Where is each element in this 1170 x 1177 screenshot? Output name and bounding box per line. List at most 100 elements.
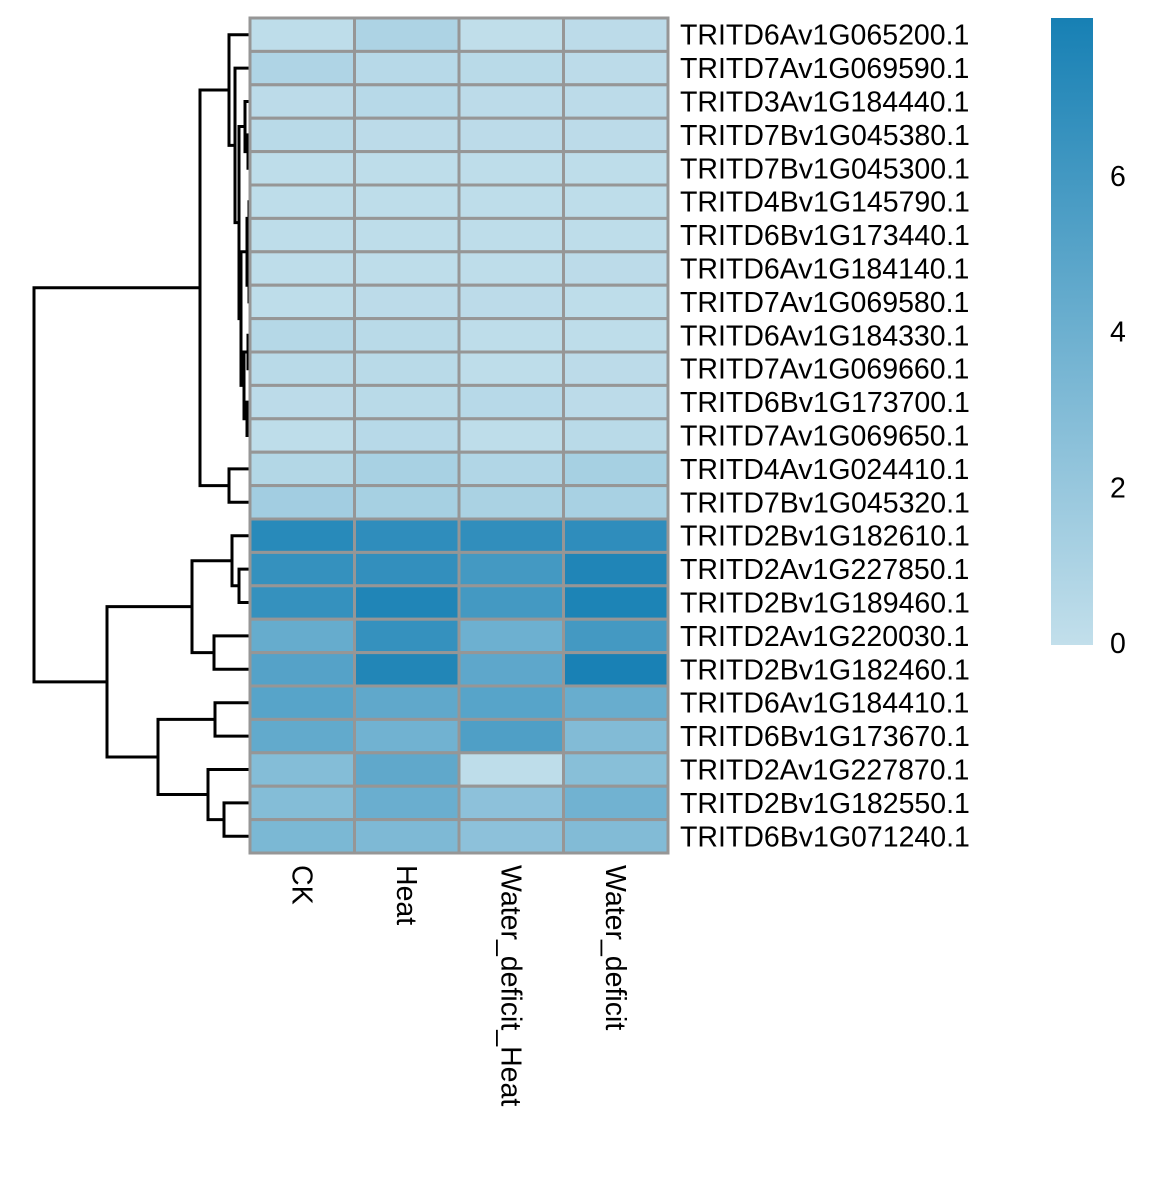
heatmap-cell [248,550,356,588]
heatmap-cell [457,49,565,87]
heatmap-cell [248,484,356,521]
heatmap-cell [353,584,461,621]
heatmap-cell [353,49,461,87]
heatmap-cell [562,651,670,688]
heatmap-cell [353,784,461,822]
heatmap-cell [248,16,356,53]
heatmap-cell [353,83,461,120]
heatmap-cell [562,150,670,187]
legend-tick-label: 0 [1110,628,1126,660]
row-label: TRITD2Av1G227850.1 [680,554,969,586]
heatmap-cell [353,150,461,187]
heatmap-cell [353,216,461,254]
color-legend: 0 2 4 6 [1051,18,1126,660]
heatmap-cell [353,383,461,421]
heatmap-cell [562,517,670,554]
row-label: TRITD7Bv1G045300.1 [680,153,970,185]
heatmap-cell [353,717,461,755]
heatmap-cell [353,116,461,154]
heatmap-cell [457,651,565,688]
row-label: TRITD6Av1G184140.1 [680,254,969,286]
heatmap-cell [353,183,461,220]
dendrogram-branch [237,567,250,604]
heatmap-cell [353,550,461,588]
heatmap-cell [248,183,356,220]
heatmap-cell [248,818,356,855]
heatmap-cell [562,684,670,721]
row-label: TRITD6Bv1G071240.1 [680,821,970,853]
heatmap-cell [457,183,565,220]
heatmap-cell [562,216,670,254]
legend-tick-label: 6 [1110,161,1126,193]
legend-tick-label: 2 [1110,472,1126,504]
heatmap-cell [353,317,461,354]
heatmap-cell [353,484,461,521]
row-labels: TRITD6Av1G065200.1TRITD7Av1G069590.1TRIT… [680,20,970,854]
row-label: TRITD2Bv1G189460.1 [680,588,970,620]
dendrogram-branch [32,286,200,684]
heatmap-cell [457,250,565,287]
heatmap-cells [248,16,670,855]
heatmap-cell [457,784,565,822]
heatmap-cell [457,818,565,855]
heatmap-cell [248,150,356,187]
row-label: TRITD2Bv1G182460.1 [680,654,970,686]
row-label: TRITD6Bv1G173670.1 [680,721,970,753]
row-label: TRITD7Av1G069660.1 [680,354,969,386]
heatmap-cell [457,450,565,488]
dendrogram-branch [222,801,250,838]
dendrogram-branch [213,701,250,738]
heatmap-cell [248,617,356,655]
heatmap-cell [353,651,461,688]
heatmap-cell [248,283,356,321]
row-label: TRITD4Av1G024410.1 [680,454,969,486]
heatmap-cell [562,818,670,855]
column-label: Water_deficit_Heat [494,865,526,1106]
row-label: TRITD7Av1G069650.1 [680,421,969,453]
heatmap-cell [353,283,461,321]
dendrogram-branch [156,717,215,797]
row-label: TRITD3Av1G184440.1 [680,87,969,119]
row-label: TRITD6Av1G184330.1 [680,320,969,352]
heatmap-cell [457,283,565,321]
heatmap-cell [248,584,356,621]
heatmap-cell [353,617,461,655]
heatmap-cell [562,350,670,387]
heatmap-cell [353,350,461,387]
dendrogram-branch [198,88,229,488]
column-labels: CK Heat Water_deficit_Heat Water_deficit [285,865,631,1106]
heatmap-cell [353,751,461,788]
heatmap-cell [353,818,461,855]
heatmap-cell [457,517,565,554]
heatmap-cell [353,684,461,721]
heatmap-cell [562,751,670,788]
heatmap-cell [562,16,670,53]
heatmap-cell [457,617,565,655]
heatmap-cell [562,283,670,321]
heatmap-cell [248,450,356,488]
row-label: TRITD7Av1G069580.1 [680,287,969,319]
heatmap-cell [562,417,670,454]
dendrogram-branch [227,467,250,504]
heatmap-cell [457,150,565,187]
heatmap-cell [353,417,461,454]
heatmap-cell [248,116,356,154]
heatmap-cell [248,83,356,120]
heatmap-cell [248,49,356,87]
heatmap-cell [353,16,461,53]
row-dendrogram [32,33,251,838]
column-label: CK [285,865,317,905]
dendrogram-branch [212,634,250,671]
heatmap-cell [457,417,565,454]
heatmap-cell [457,216,565,254]
column-label: Water_deficit [599,865,631,1030]
heatmap-cell [457,550,565,588]
heatmap-cell [562,717,670,755]
heatmap-cell [353,517,461,554]
heatmap-cell [457,350,565,387]
heatmap-cell [562,484,670,521]
heatmap-cell [353,450,461,488]
heatmap-cell [248,517,356,554]
heatmap-cell [562,49,670,87]
